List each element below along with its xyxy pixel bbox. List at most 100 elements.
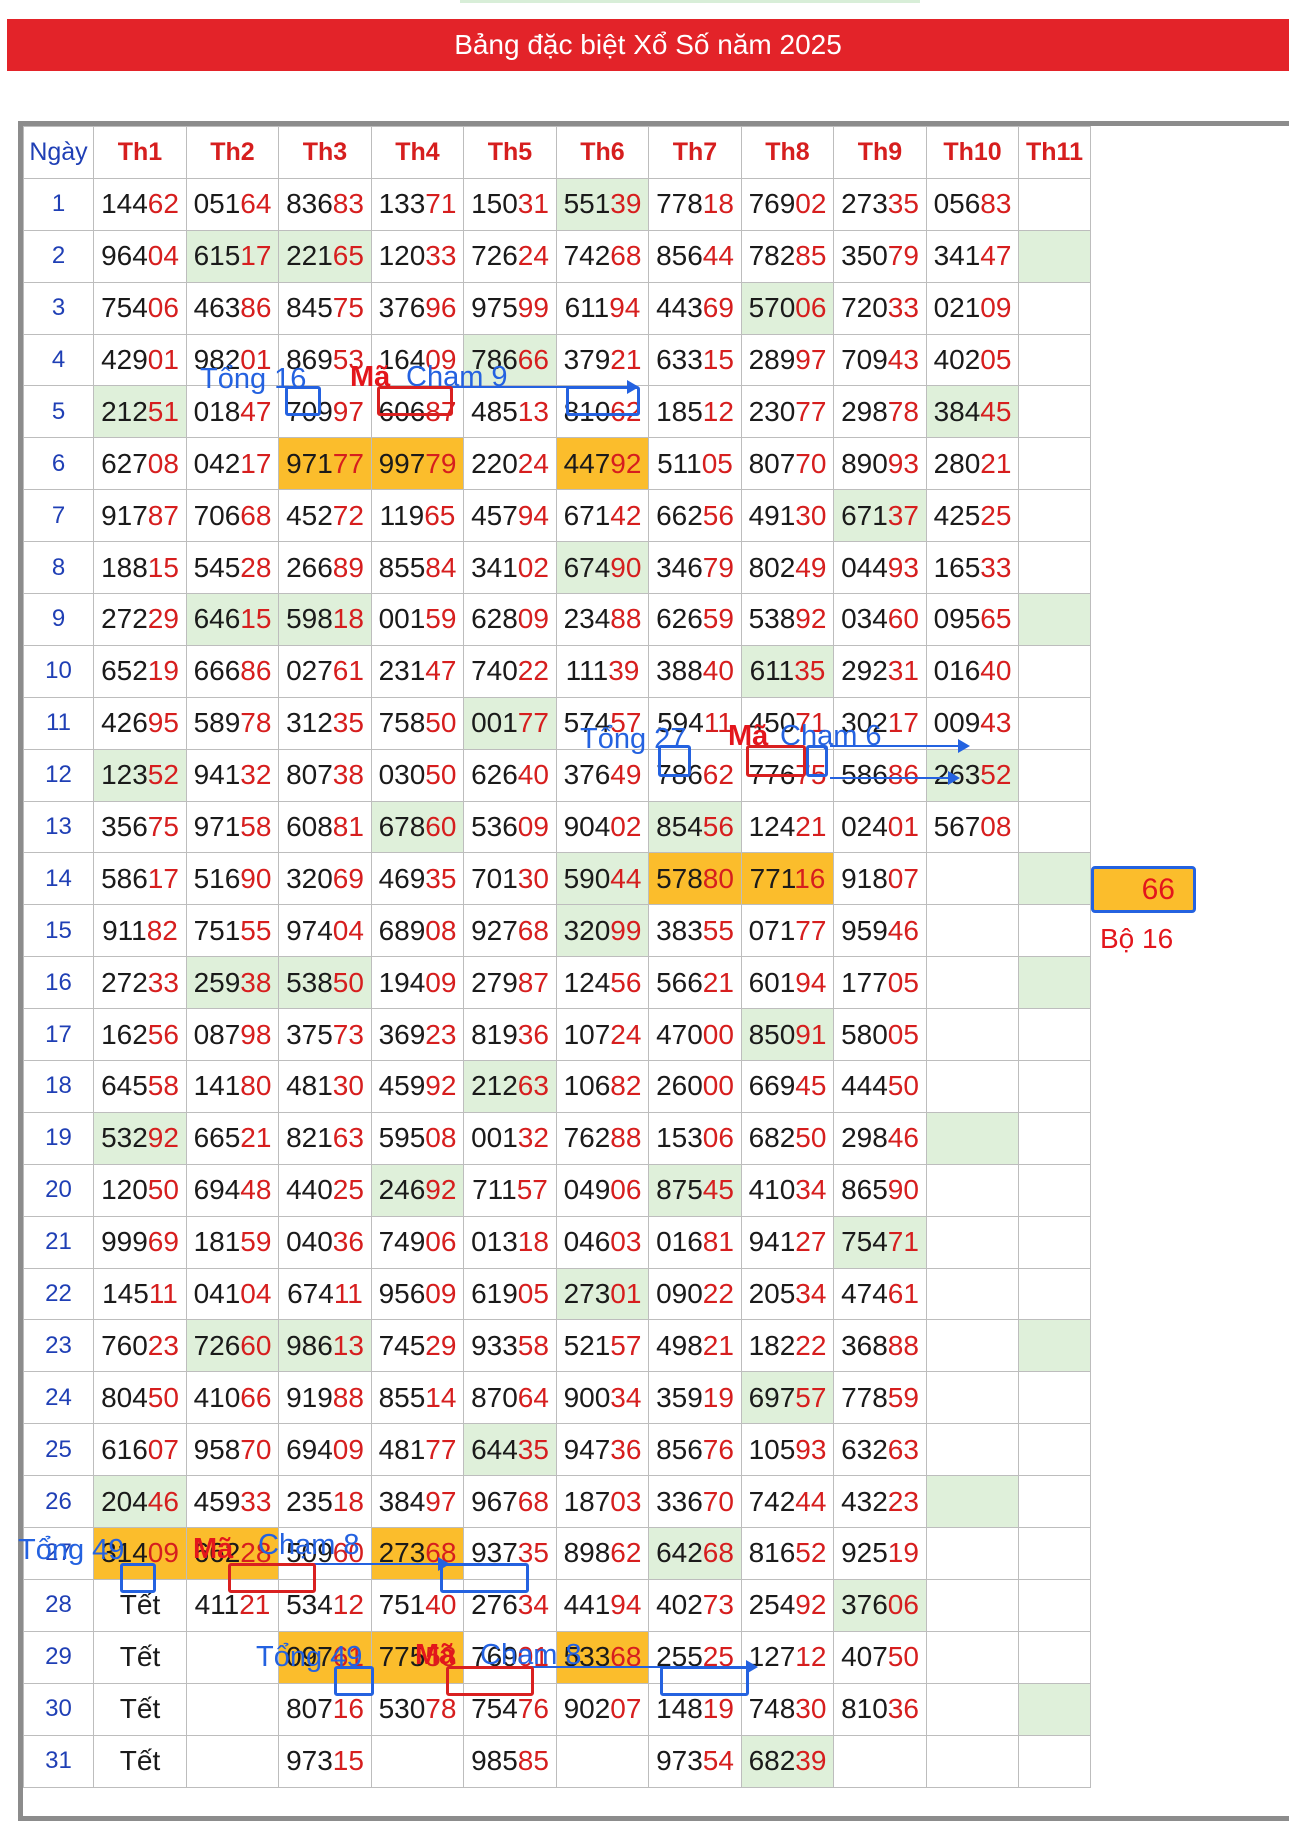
result-cell: 97315 [278,1734,372,1788]
result-cell: 87064 [463,1371,557,1425]
code-box-1 [377,386,453,416]
result-cell: 27987 [463,956,557,1010]
header-month: Th2 [186,126,279,179]
day-cell: 19 [23,1111,94,1165]
result-cell: 35919 [648,1371,742,1425]
result-cell: 08798 [186,1008,279,1062]
result-cell: 91807 [833,852,927,906]
result-cell [1018,1163,1091,1217]
result-cell [1018,1111,1091,1165]
result-cell: 67411 [278,1267,372,1321]
result-cell: 97177 [278,437,372,491]
result-cell: 13371 [371,177,464,231]
result-cell: 38840 [648,644,742,698]
result-cell: 96404 [93,229,187,283]
result-cell: 02761 [278,644,372,698]
result-cell: 16533 [926,541,1019,595]
result-cell: 80716 [278,1682,372,1736]
result-cell: 97354 [648,1734,742,1788]
result-cell: 78285 [741,229,834,283]
result-cell: 58617 [93,852,187,906]
result-cell [926,852,1019,906]
header-month: Th5 [463,126,557,179]
result-cell: 34147 [926,229,1019,283]
result-cell: 85644 [648,229,742,283]
result-cell: 42695 [93,696,187,750]
result-cell: 91182 [93,904,187,958]
result-cell: 77859 [833,1371,927,1425]
set-label: Bộ 16 [1100,923,1174,954]
result-cell: 85091 [741,1008,834,1062]
result-cell: 69409 [278,1423,372,1477]
result-cell: 62659 [648,593,742,646]
result-cell [926,904,1019,958]
result-cell [1018,1682,1091,1736]
result-cell: 01318 [463,1215,557,1269]
result-cell [1018,800,1091,854]
result-cell: 59818 [278,593,372,646]
result-cell: 24692 [371,1163,464,1217]
result-cell: 53609 [463,800,557,854]
table-row: 15 91182 75155 97404 68908 92768 32099 38355 071… [23,904,1091,958]
result-cell: 27335 [833,177,927,231]
result-cell: 56621 [648,956,742,1010]
result-cell: 74830 [741,1682,834,1736]
result-cell: 01681 [648,1215,742,1269]
result-cell: 29846 [833,1111,927,1165]
result-cell: 68908 [371,904,464,958]
table-row: 26 20446 45933 23518 38497 96768 18703 33670 742… [23,1475,1091,1529]
result-cell: 09565 [926,593,1019,646]
result-cell: 90034 [556,1371,649,1425]
result-cell: 75406 [93,281,187,335]
result-cell: Tết [93,1630,187,1684]
result-cell: 99779 [371,437,464,491]
day-cell: 7 [23,489,94,543]
result-cell: 14511 [93,1267,187,1321]
arrow-line-1 [380,386,628,388]
result-cell: 77116 [741,852,834,906]
result-cell: 42901 [93,333,187,387]
result-cell: 28021 [926,437,1019,491]
result-cell: 12050 [93,1163,187,1217]
result-cell: 64615 [186,593,279,646]
result-cell: 38497 [371,1475,464,1529]
result-cell: 86590 [833,1163,927,1217]
day-cell: 12 [23,748,94,802]
header-month: Th9 [833,126,927,179]
result-cell [371,1734,464,1788]
day-cell: 22 [23,1267,94,1321]
code-box-3 [228,1563,316,1593]
result-cell: 45071 [741,696,834,750]
result-cell: 18512 [648,385,742,439]
result-cell: 29231 [833,644,927,698]
table-row: 31 Tết 97315 98585 97354 68239 [23,1734,1091,1788]
result-cell: 67860 [371,800,464,854]
result-cell: 32069 [278,852,372,906]
result-cell: 67490 [556,541,649,595]
table-row: 13 35675 97158 60881 67860 53609 90402 85456 124… [23,800,1091,854]
result-cell [556,1734,649,1788]
result-cell: 70997 [278,385,372,439]
result-cell: 23488 [556,593,649,646]
result-cell [926,1215,1019,1269]
result-cell: 01640 [926,644,1019,698]
day-cell: 13 [23,800,94,854]
result-cell: 95946 [833,904,927,958]
touch-box-2 [806,745,828,777]
touch-label-3: Chạm 8 [258,1529,360,1561]
result-cell: 29878 [833,385,927,439]
result-cell: 18703 [556,1475,649,1529]
result-cell: 80249 [741,541,834,595]
result-cell: 16256 [93,1008,187,1062]
result-cell: 15306 [648,1111,742,1165]
result-cell: 04217 [186,437,279,491]
result-cell: 19409 [371,956,464,1010]
result-cell: 27233 [93,956,187,1010]
result-cell: 60881 [278,800,372,854]
result-cell [186,1682,279,1736]
result-cell: 77818 [648,177,742,231]
table-row: 1 14462 05164 83683 13371 15031 55139 77818 7690… [23,177,1091,231]
result-cell: 95870 [186,1423,279,1477]
result-cell: 16409 [371,333,464,387]
result-cell [1018,748,1091,802]
